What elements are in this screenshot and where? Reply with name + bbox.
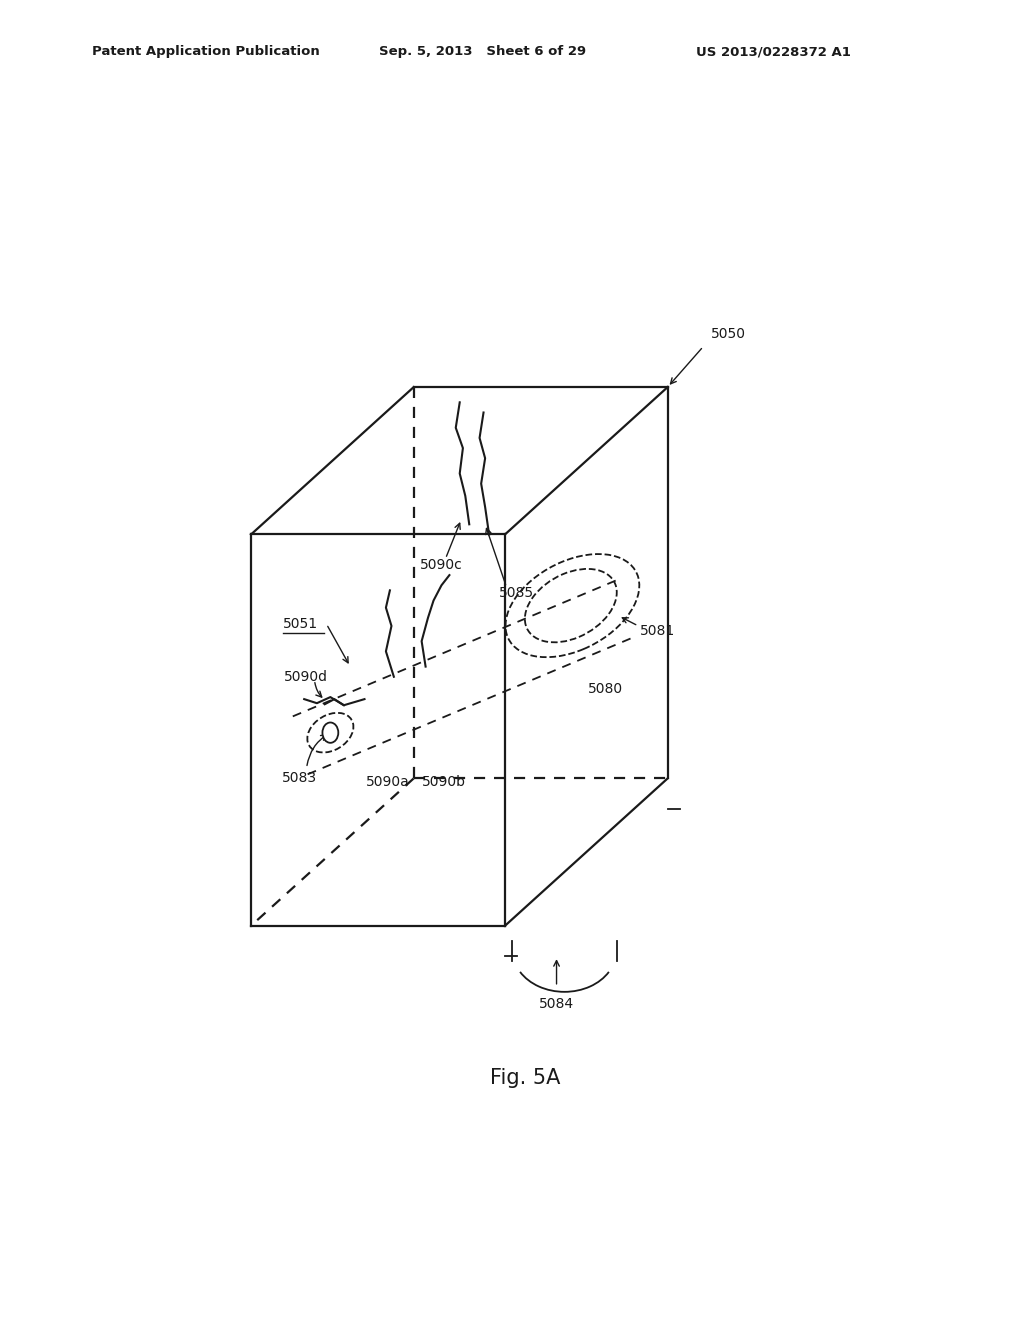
Text: 5051: 5051	[283, 616, 317, 631]
Text: Fig. 5A: Fig. 5A	[489, 1068, 560, 1088]
Text: 5050: 5050	[712, 327, 746, 342]
Text: 5090b: 5090b	[422, 775, 466, 789]
Text: 5090a: 5090a	[367, 775, 410, 789]
Text: 5081: 5081	[640, 624, 675, 638]
Text: 5085: 5085	[500, 586, 535, 601]
Text: 5090c: 5090c	[420, 558, 463, 572]
Text: US 2013/0228372 A1: US 2013/0228372 A1	[696, 45, 851, 58]
Text: 5090d: 5090d	[284, 669, 328, 684]
Text: 5080: 5080	[588, 682, 624, 696]
Circle shape	[323, 722, 338, 743]
Text: 5084: 5084	[539, 997, 574, 1011]
Text: Patent Application Publication: Patent Application Publication	[92, 45, 319, 58]
Text: 5083: 5083	[282, 771, 317, 785]
Text: Sep. 5, 2013   Sheet 6 of 29: Sep. 5, 2013 Sheet 6 of 29	[379, 45, 586, 58]
